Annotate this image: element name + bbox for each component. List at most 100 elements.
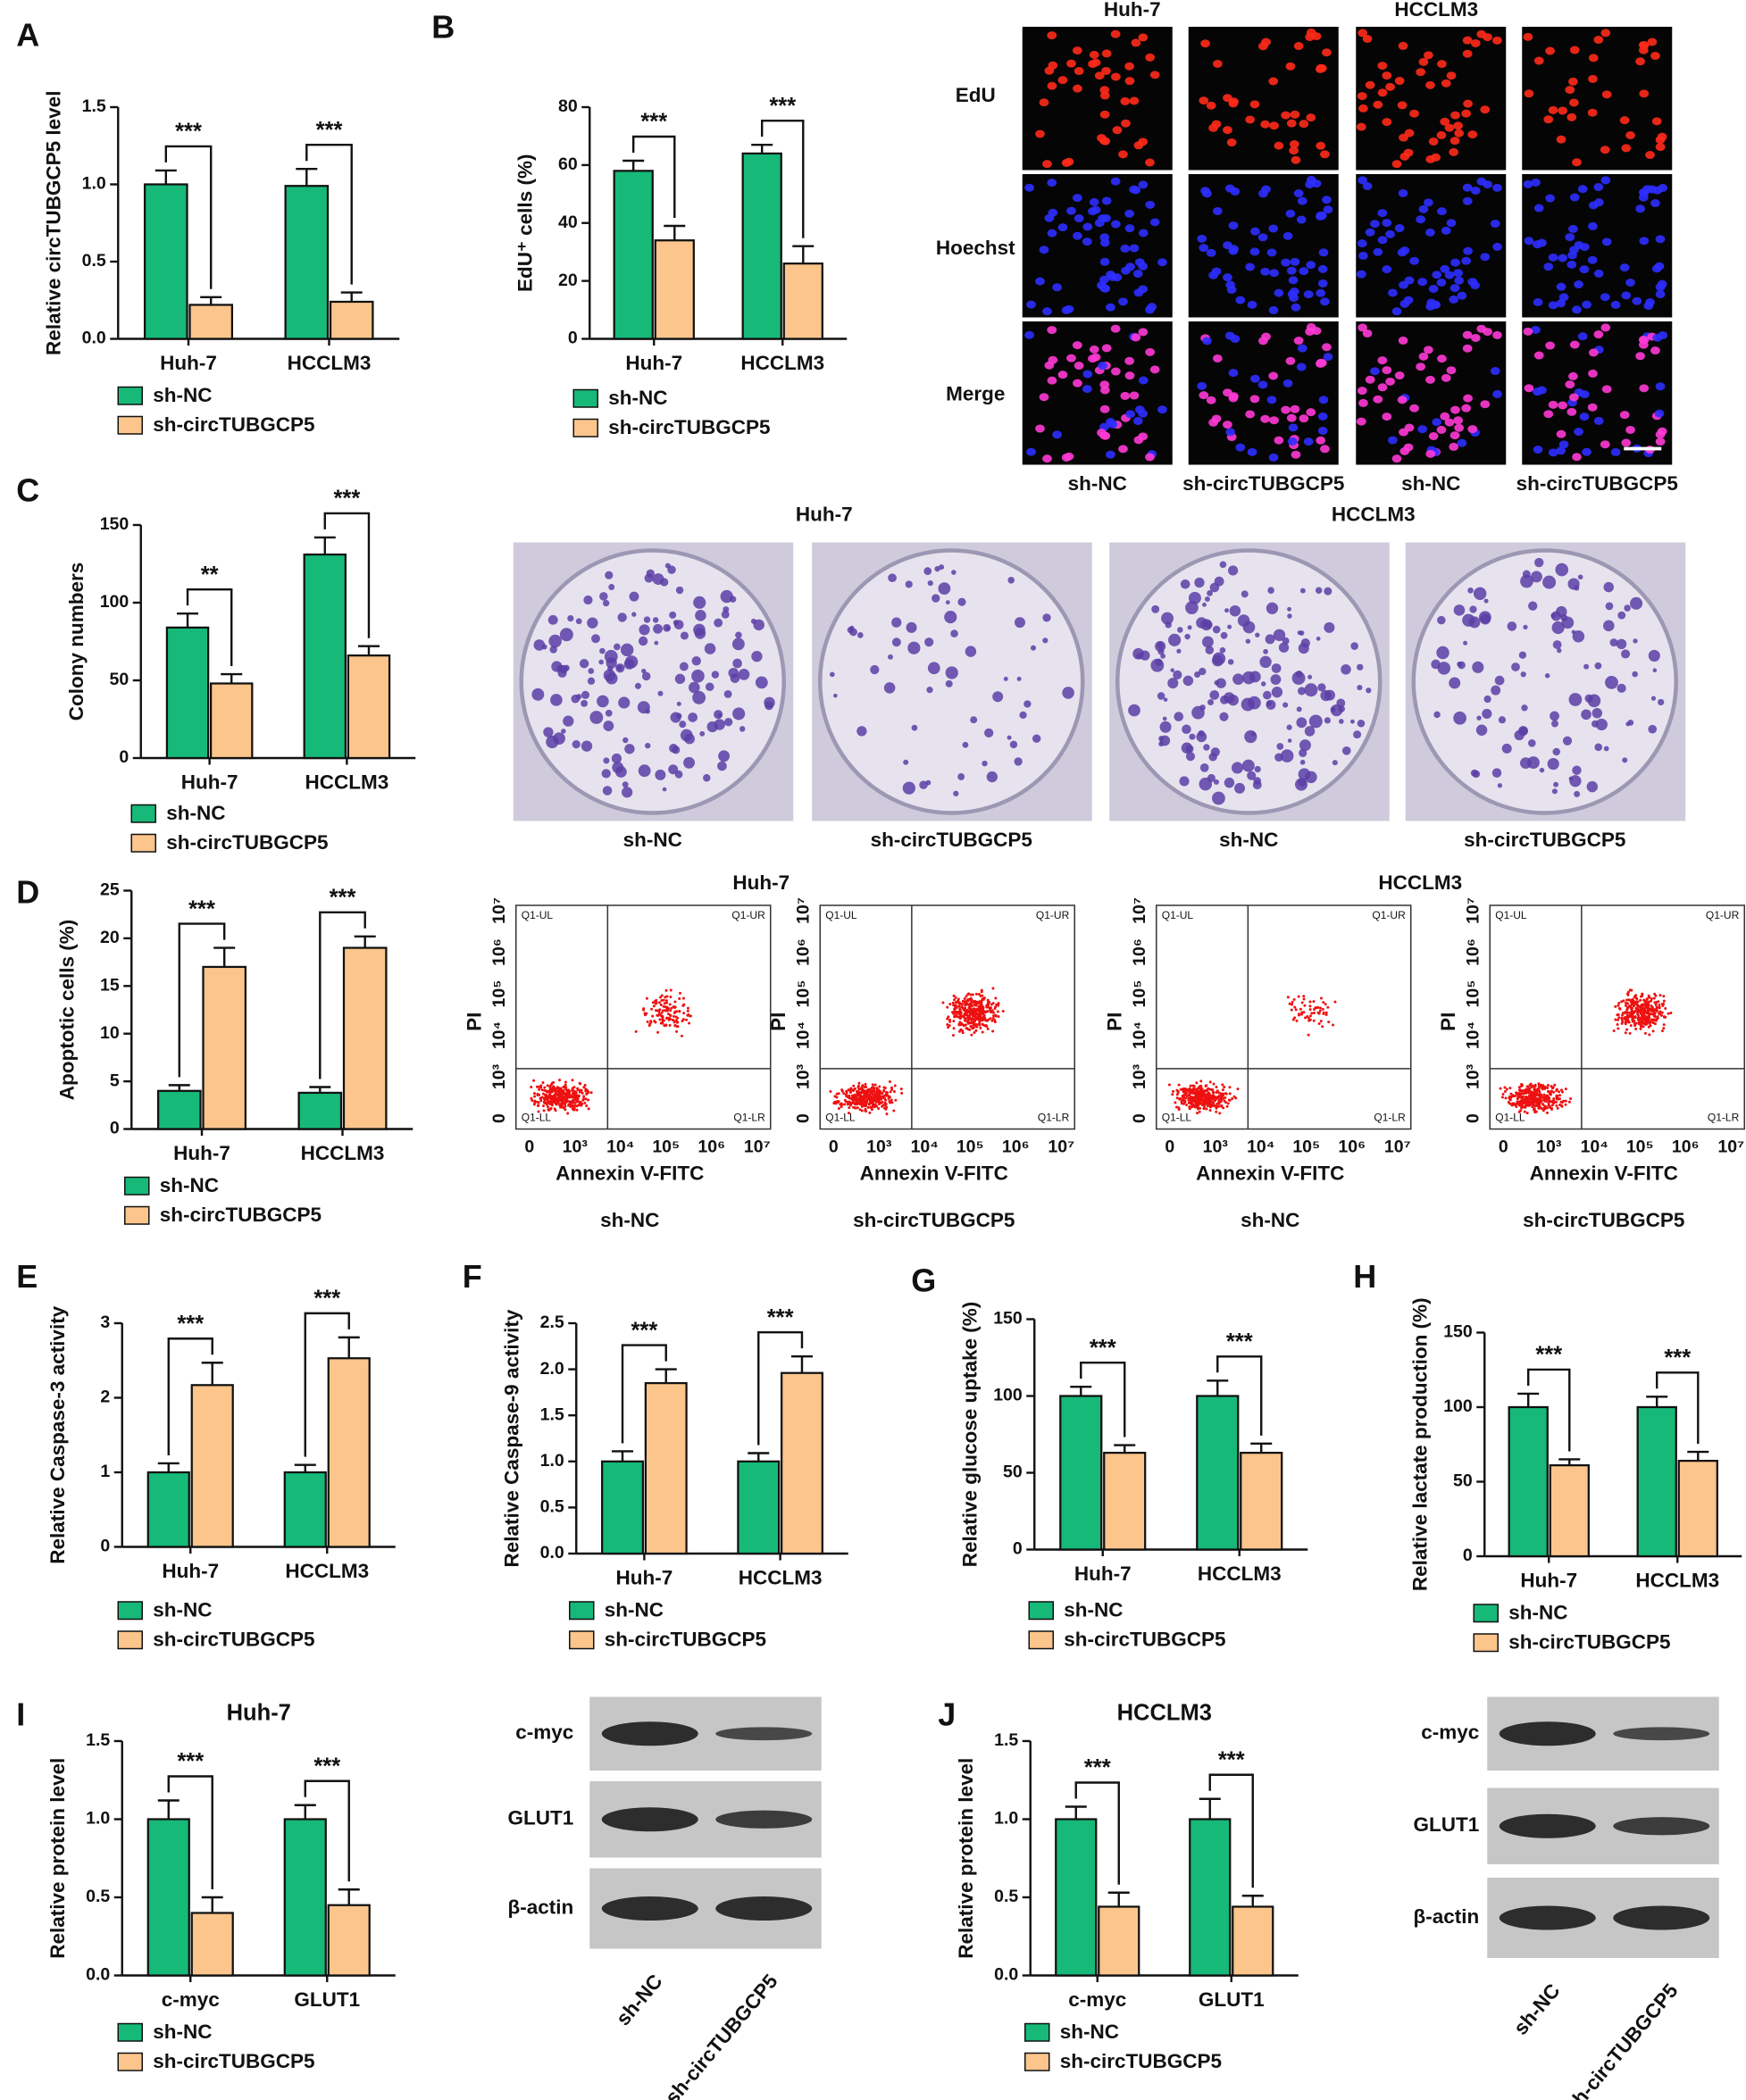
event-dot (1639, 998, 1642, 1002)
nucleus (1362, 329, 1373, 338)
event-dot (1532, 1091, 1535, 1095)
colony (905, 580, 913, 588)
x-tick-label: 0 (829, 1138, 839, 1157)
nucleus (1533, 56, 1544, 65)
event-dot (1567, 1100, 1571, 1104)
event-dot (649, 1020, 653, 1023)
nucleus (1208, 123, 1218, 132)
event-dot (533, 1095, 537, 1098)
colony (693, 596, 706, 609)
legend-label: sh-NC (1508, 1601, 1567, 1623)
nucleus (1588, 54, 1599, 62)
nucleus (1568, 246, 1579, 254)
event-dot (1312, 1012, 1316, 1015)
colony (1244, 729, 1257, 744)
event-dot (1499, 1087, 1502, 1090)
y-tick-label: 1.5 (82, 96, 106, 116)
legend-label: sh-NC (166, 802, 225, 824)
event-dot (946, 1023, 949, 1027)
event-dot (957, 1004, 961, 1008)
colony (1204, 596, 1210, 602)
nucleus (1132, 270, 1143, 279)
significance-bracket (167, 1775, 213, 1890)
panel-letter: D (16, 874, 39, 911)
nucleus (1548, 253, 1558, 262)
event-dot (1327, 1021, 1331, 1024)
colony (563, 715, 574, 727)
nucleus (1249, 100, 1260, 109)
bar (146, 1471, 190, 1548)
event-dot (1634, 996, 1638, 1000)
nucleus (1588, 201, 1599, 210)
event-dot (852, 1105, 856, 1109)
nucleus (1320, 297, 1330, 306)
nucleus (1072, 341, 1082, 350)
y-axis-label: Relative lactate production (%) (1409, 1297, 1432, 1591)
nucleus (1090, 58, 1101, 67)
colony (1158, 741, 1165, 747)
event-dot (1195, 1090, 1199, 1094)
event-dot (1205, 1084, 1208, 1088)
x-tick-label: 10³ (1203, 1138, 1229, 1157)
event-dot (1552, 1100, 1556, 1104)
colony (1214, 679, 1220, 686)
y-axis-label: Relative protein level (46, 1758, 69, 1959)
nucleus (1470, 186, 1481, 195)
colony (1232, 673, 1244, 686)
nucleus (1621, 144, 1632, 153)
nucleus (1073, 379, 1082, 388)
nucleus (1565, 380, 1575, 389)
event-dot (664, 1005, 667, 1009)
colony (1507, 621, 1517, 631)
colony (1577, 574, 1583, 580)
y-tick-label: 5 (110, 1071, 120, 1090)
significance-bracket (186, 588, 233, 667)
colony (1177, 627, 1183, 633)
nucleus (1556, 135, 1566, 144)
event-dot (986, 1003, 990, 1006)
event-dot (866, 1088, 870, 1091)
nucleus (1281, 405, 1291, 414)
bar (644, 1381, 688, 1555)
event-dot (845, 1091, 848, 1095)
event-dot (582, 1095, 586, 1098)
event-dot (569, 1102, 572, 1105)
y-tick-label: 1.0 (994, 1809, 1018, 1829)
nucleus (1200, 39, 1211, 48)
nucleus (1450, 405, 1460, 414)
nucleus (1574, 428, 1583, 437)
nucleus (1026, 300, 1036, 309)
nucleus (1320, 445, 1330, 454)
colony (1316, 636, 1321, 641)
nucleus (1317, 426, 1328, 435)
event-dot (1653, 1022, 1657, 1026)
event-dot (1541, 1086, 1545, 1089)
significance-bracket (621, 1344, 667, 1444)
legend-swatch (117, 1630, 143, 1650)
y-tick-label: 100 (100, 592, 129, 612)
x-tick-label: 10³ (563, 1138, 589, 1157)
event-dot (982, 1006, 985, 1010)
nucleus (1655, 290, 1666, 299)
microscopy-image (1188, 27, 1339, 171)
event-dot (857, 1088, 861, 1091)
colony (1603, 746, 1609, 752)
quadrant-label: Q1-UL (1495, 909, 1527, 921)
event-dot (1188, 1091, 1191, 1095)
event-dot (989, 1017, 992, 1021)
nucleus (1282, 231, 1293, 240)
event-dot (1636, 1004, 1640, 1007)
event-dot (1187, 1093, 1190, 1096)
event-dot (883, 1101, 887, 1104)
colony (572, 740, 581, 749)
event-dot (1533, 1101, 1536, 1104)
nucleus (1297, 196, 1307, 205)
row-label: GLUT1 (1413, 1813, 1479, 1836)
nucleus (1057, 223, 1068, 232)
event-dot (673, 1000, 677, 1004)
column-label: sh-NC (1509, 1979, 1565, 2039)
event-dot (1643, 1021, 1647, 1024)
x-tick-label: 10⁴ (606, 1138, 634, 1157)
colony (587, 677, 596, 685)
nucleus (1293, 337, 1304, 346)
